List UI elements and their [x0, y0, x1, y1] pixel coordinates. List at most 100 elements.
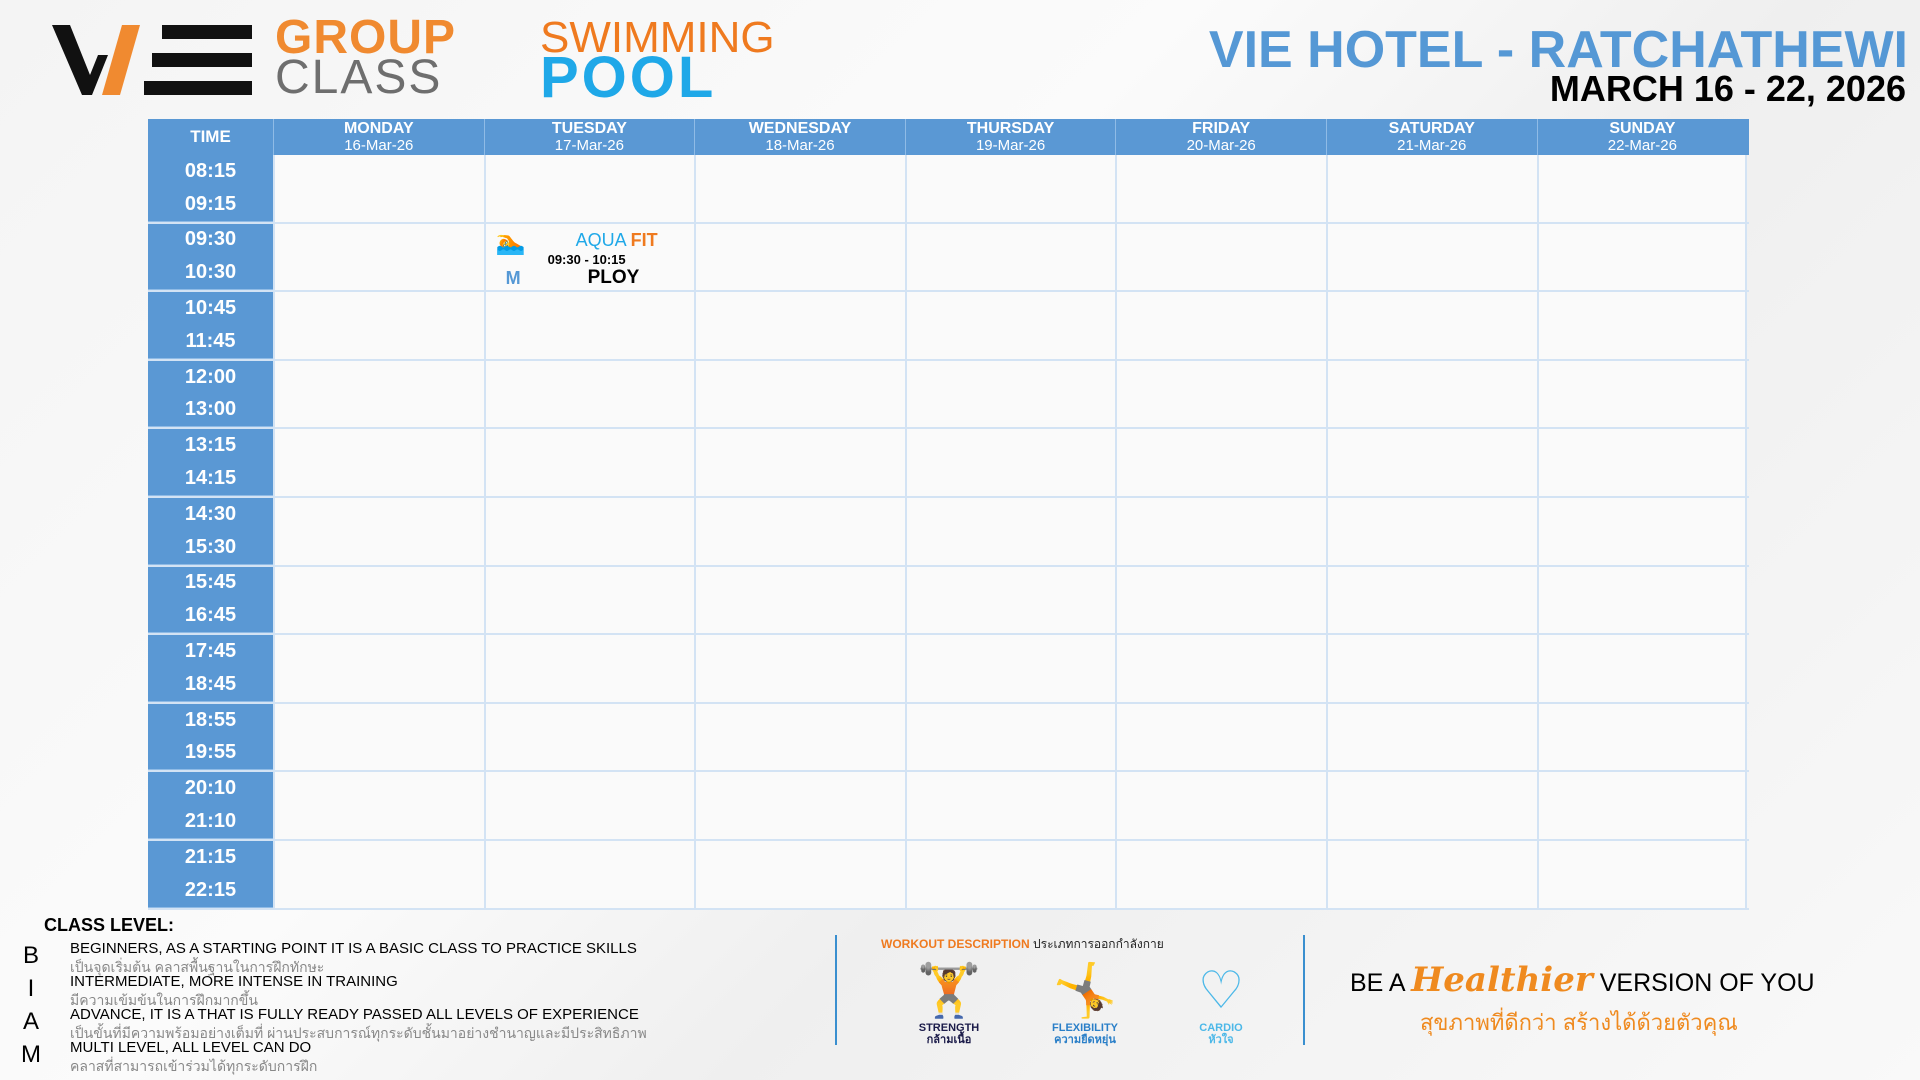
schedule-cell[interactable]: [1115, 703, 1326, 771]
schedule-cell[interactable]: [694, 840, 905, 908]
schedule-cell[interactable]: [1325, 497, 1537, 565]
day-header-sunday: SUNDAY 22-Mar-26: [1536, 119, 1748, 155]
schedule-cell[interactable]: [904, 635, 1116, 702]
schedule-cell[interactable]: [483, 429, 695, 496]
schedule-cell[interactable]: [1536, 772, 1748, 839]
schedule-cell[interactable]: [273, 840, 484, 908]
schedule-cell[interactable]: [483, 772, 695, 839]
schedule-cell[interactable]: [1115, 566, 1326, 634]
schedule-cell[interactable]: [1325, 772, 1537, 839]
schedule-cell[interactable]: [273, 566, 484, 634]
schedule-cell[interactable]: [694, 703, 905, 771]
schedule-cell[interactable]: [1536, 155, 1748, 222]
swimming-pool-title: SWIMMING POOL: [540, 16, 775, 107]
time-slot-row: 13:15 14:15: [148, 429, 1749, 498]
schedule-cell[interactable]: [904, 155, 1116, 222]
time-slot-row: 17:45 18:45: [148, 635, 1749, 704]
schedule-cell[interactable]: [1536, 292, 1748, 359]
schedule-cell[interactable]: [1325, 703, 1537, 771]
schedule-cell[interactable]: [1536, 429, 1748, 496]
date-range: MARCH 16 - 22, 2026: [1549, 68, 1906, 109]
schedule-cell[interactable]: [1325, 566, 1537, 634]
workout-strength: 🏋 STRENGTH กล้ามเนื้อ: [881, 960, 1017, 1046]
day-name: FRIDAY: [1192, 120, 1251, 137]
schedule-cell[interactable]: [694, 155, 905, 222]
day-date: 17-Mar-26: [554, 137, 624, 154]
schedule-cell[interactable]: [273, 497, 484, 565]
schedule-cell[interactable]: 🏊 AQUA FIT 09:30 - 10:15 M PLOY: [483, 223, 695, 291]
schedule-cell[interactable]: [694, 566, 905, 634]
schedule-cell[interactable]: [1325, 155, 1537, 222]
schedule-cell[interactable]: [904, 497, 1116, 565]
schedule-cell[interactable]: [1536, 703, 1748, 771]
schedule-cell[interactable]: [1115, 360, 1326, 428]
schedule-cell[interactable]: [1115, 292, 1326, 359]
schedule-cell[interactable]: [483, 635, 695, 702]
schedule-cell[interactable]: [483, 155, 695, 222]
schedule-cell[interactable]: [694, 360, 905, 428]
schedule-cell[interactable]: [904, 292, 1116, 359]
schedule-cell[interactable]: [694, 635, 905, 702]
hotel-title: VIE HOTEL - RATCHATHEWI: [1208, 21, 1908, 79]
schedule-cell[interactable]: [1536, 223, 1748, 291]
time-slot-row: 10:45 11:45: [148, 292, 1749, 361]
header-row: TIME MONDAY 16-Mar-26 TUESDAY 17-Mar-26 WEDN…: [148, 119, 1749, 155]
schedule-cell[interactable]: [904, 223, 1116, 291]
time-label: 10:45 11:45: [148, 292, 273, 359]
schedule-cell[interactable]: [273, 292, 484, 359]
schedule-cell[interactable]: [483, 703, 695, 771]
schedule-cell[interactable]: [1325, 840, 1537, 908]
class-event[interactable]: 🏊 AQUA FIT 09:30 - 10:15 M PLOY: [486, 224, 695, 291]
schedule-cell[interactable]: [1536, 566, 1748, 634]
schedule-cell[interactable]: [1325, 429, 1537, 496]
schedule-cell[interactable]: [1536, 497, 1748, 565]
day-header-saturday: SATURDAY 21-Mar-26: [1325, 119, 1537, 155]
schedule-cell[interactable]: [273, 772, 484, 839]
schedule-cell[interactable]: [273, 155, 484, 222]
level-desc-en: BEGINNERS, AS A STARTING POINT IT IS A B…: [70, 940, 637, 957]
time-slot-row: 08:15 09:15: [148, 155, 1749, 224]
schedule-cell[interactable]: [1536, 635, 1748, 702]
level-item: M MULTI LEVEL, ALL LEVEL CAN DO คลาสที่สาม…: [21, 1039, 834, 1074]
schedule-cell[interactable]: [1115, 840, 1326, 908]
schedule-cell[interactable]: [273, 223, 484, 291]
schedule-cell[interactable]: [1536, 840, 1748, 908]
schedule-cell[interactable]: [694, 429, 905, 496]
time-label: 21:15 22:15: [148, 840, 273, 908]
schedule-cell[interactable]: [694, 292, 905, 359]
time-slot-row: 20:10 21:10: [148, 772, 1749, 841]
schedule-cell[interactable]: [694, 772, 905, 839]
schedule-cell[interactable]: [1325, 635, 1537, 702]
schedule-cell[interactable]: [904, 840, 1116, 908]
schedule-cell[interactable]: [483, 360, 695, 428]
level-item: B BEGINNERS, AS A STARTING POINT IT IS A …: [23, 940, 834, 975]
schedule-cell[interactable]: [904, 429, 1116, 496]
schedule-cell[interactable]: [1115, 429, 1326, 496]
schedule-cell[interactable]: [1536, 360, 1748, 428]
schedule-cell[interactable]: [483, 566, 695, 634]
schedule-cell[interactable]: [1115, 497, 1326, 565]
group-class-title: GROUP CLASS: [275, 14, 456, 102]
schedule-cell[interactable]: [483, 840, 695, 908]
schedule-cell[interactable]: [904, 703, 1116, 771]
schedule-cell[interactable]: [273, 703, 484, 771]
schedule-cell[interactable]: [904, 360, 1116, 428]
schedule-cell[interactable]: [273, 360, 484, 428]
schedule-cell[interactable]: [694, 223, 905, 291]
schedule-cell[interactable]: [904, 772, 1116, 839]
schedule-cell[interactable]: [1325, 223, 1537, 291]
schedule-cell[interactable]: [273, 429, 484, 496]
schedule-cell[interactable]: [694, 497, 905, 565]
schedule-cell[interactable]: [1115, 635, 1326, 702]
schedule-cell[interactable]: [1115, 155, 1326, 222]
time-slot-row: 18:55 19:55: [148, 703, 1749, 773]
schedule-cell[interactable]: [483, 292, 695, 359]
schedule-cell[interactable]: [1325, 292, 1537, 359]
schedule-cell[interactable]: [1115, 772, 1326, 839]
schedule-cell[interactable]: [1325, 360, 1537, 428]
time-label: 13:15 14:15: [148, 429, 273, 496]
schedule-cell[interactable]: [273, 635, 484, 702]
schedule-cell[interactable]: [904, 566, 1116, 634]
schedule-cell[interactable]: [1115, 223, 1326, 291]
schedule-cell[interactable]: [483, 497, 695, 565]
